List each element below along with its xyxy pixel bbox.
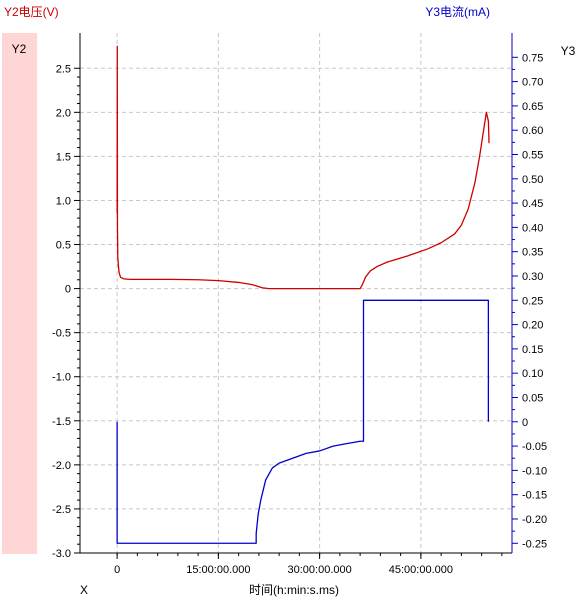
left-tick-label: -1.5 <box>52 416 71 428</box>
left-axis-tag: Y2 <box>12 42 27 56</box>
x-tick-label: 45:00:00.000 <box>389 564 453 576</box>
current-series-line <box>116 299 490 544</box>
right-tick-label: -0.20 <box>522 514 547 526</box>
x-axis-ticks: 0 15:00:00.000 30:00:00.000 45:00:00.000 <box>114 553 503 576</box>
right-tick-label: 0.25 <box>522 295 543 307</box>
series-layer <box>116 45 490 544</box>
left-tick-label: -2.0 <box>52 460 71 472</box>
right-tick-label: 0.20 <box>522 320 543 332</box>
right-tick-label: 0.15 <box>522 344 543 356</box>
right-tick-label: 0.60 <box>522 125 543 137</box>
right-tick-label: 0.30 <box>522 271 543 283</box>
left-tick-label: 1.0 <box>56 195 71 207</box>
left-tick-label: -0.5 <box>52 328 71 340</box>
left-axis-title: Y2电压(V) <box>4 5 59 19</box>
right-tick-label: 0.65 <box>522 101 543 113</box>
left-tick-label: 0 <box>65 284 71 296</box>
right-tick-label: -0.15 <box>522 490 547 502</box>
right-tick-label: 0 <box>522 417 528 429</box>
left-tick-label: -2.5 <box>52 504 71 516</box>
left-tick-label: -3.0 <box>52 548 71 560</box>
x-tick-label: 0 <box>114 564 120 576</box>
plot-area <box>80 33 512 553</box>
left-tick-label: 1.5 <box>56 151 71 163</box>
left-tick-label: 0.5 <box>56 240 71 252</box>
grid <box>80 33 512 554</box>
right-tick-label: 0.50 <box>522 174 543 186</box>
voltage-series-line <box>116 45 490 290</box>
right-tick-label: 0.75 <box>522 52 543 64</box>
left-tick-label: -1.0 <box>52 372 71 384</box>
x-axis-tag: X <box>80 583 88 597</box>
right-tick-label: 0.40 <box>522 222 543 234</box>
left-axis-band <box>2 33 37 554</box>
right-axis-title: Y3电流(mA) <box>425 5 490 19</box>
right-tick-label: 0.45 <box>522 198 543 210</box>
right-tick-label: 0.55 <box>522 149 543 161</box>
left-tick-label: 2.5 <box>56 63 71 75</box>
right-tick-label: 0.10 <box>522 368 543 380</box>
right-tick-label: -0.10 <box>522 465 547 477</box>
left-tick-label: 2.0 <box>56 107 71 119</box>
right-tick-label: 0.35 <box>522 247 543 259</box>
right-tick-label: -0.25 <box>522 538 547 550</box>
right-axis-ticks: 0.75 0.70 0.65 0.60 0.55 0.50 0.45 0.40 0.35 0.30… <box>512 52 547 550</box>
right-tick-label: -0.05 <box>522 441 547 453</box>
right-axis-tag: Y3 <box>561 44 576 58</box>
left-axis-ticks: 2.5 2.0 1.5 1.0 0.5 0 -0.5 -1.0 -1.5 -2.0 -2.5 -3.0 <box>52 63 80 560</box>
right-tick-label: 0.05 <box>522 392 543 404</box>
x-tick-label: 30:00:00.000 <box>288 564 352 576</box>
right-tick-label: 0.70 <box>522 77 543 89</box>
x-axis-label: 时间(h:min:s.ms) <box>249 583 339 597</box>
x-tick-label: 15:00:00.000 <box>186 564 250 576</box>
